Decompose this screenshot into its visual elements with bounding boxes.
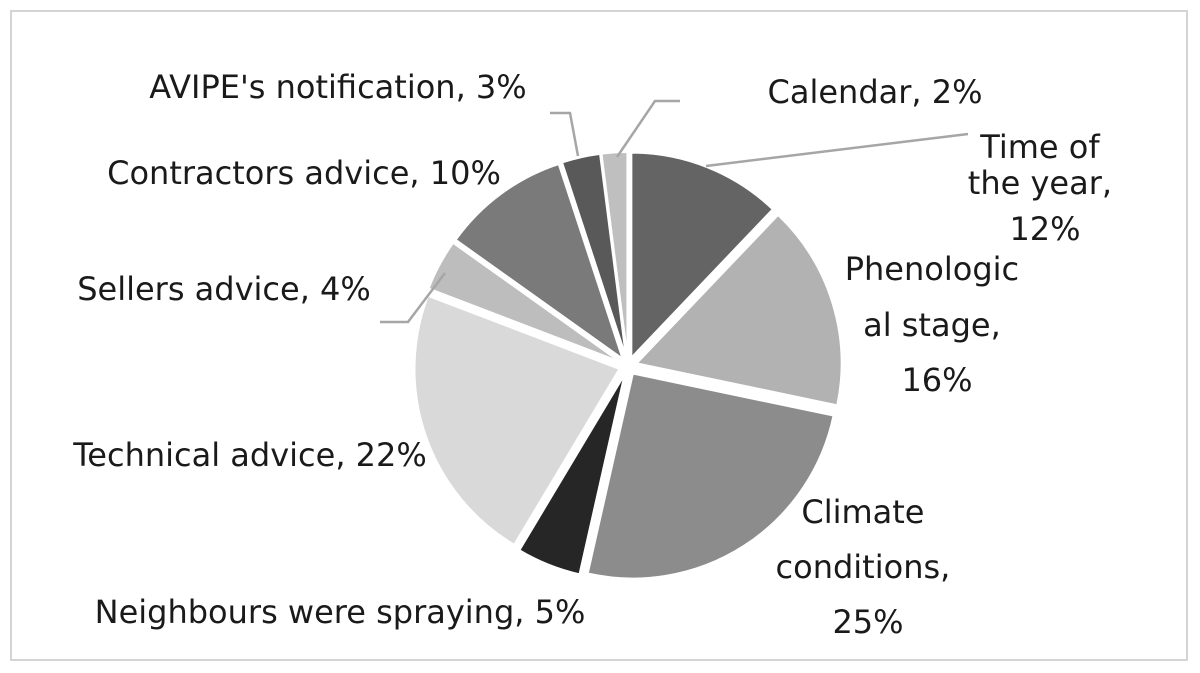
leader-line-avipe bbox=[550, 111, 580, 157]
pie-slice-climate-conditions bbox=[586, 372, 835, 580]
data-label-climate-conditions: Climate conditions, 25% bbox=[776, 493, 961, 641]
pie-slice-time-of-the-year bbox=[630, 151, 775, 361]
data-label-sellers-advice: Sellers advice, 4% bbox=[77, 270, 371, 308]
data-label-avipe-notification: AVIPE's notification, 3% bbox=[149, 68, 526, 106]
data-label-time-of-year: Time of the year, 12% bbox=[968, 128, 1122, 248]
pie-slice-technical-advice bbox=[413, 294, 621, 547]
pie-slice-contractors-advice bbox=[454, 162, 625, 362]
leader-line-time-of-year bbox=[705, 132, 969, 168]
data-label-calendar: Calendar, 2% bbox=[768, 73, 983, 111]
pie-slice-phenological-stage bbox=[634, 213, 843, 407]
data-label-neighbours-spraying: Neighbours were spraying, 5% bbox=[95, 593, 586, 631]
pie-slice-sellers-advice bbox=[427, 241, 621, 363]
pie-slice-calendar bbox=[600, 151, 629, 358]
pie-slice-neighbours-were-spraying bbox=[517, 373, 626, 576]
data-label-technical-advice: Technical advice, 22% bbox=[72, 436, 427, 474]
leader-line-sellers bbox=[380, 272, 446, 324]
pie-slice-avipe-s-notification bbox=[560, 152, 628, 358]
data-label-phenological-stage: Phenologic al stage, 16% bbox=[845, 250, 1030, 399]
pie-slices bbox=[413, 151, 843, 580]
leader-line-calendar bbox=[615, 99, 680, 158]
data-label-contractors-advice: Contractors advice, 10% bbox=[107, 154, 501, 192]
